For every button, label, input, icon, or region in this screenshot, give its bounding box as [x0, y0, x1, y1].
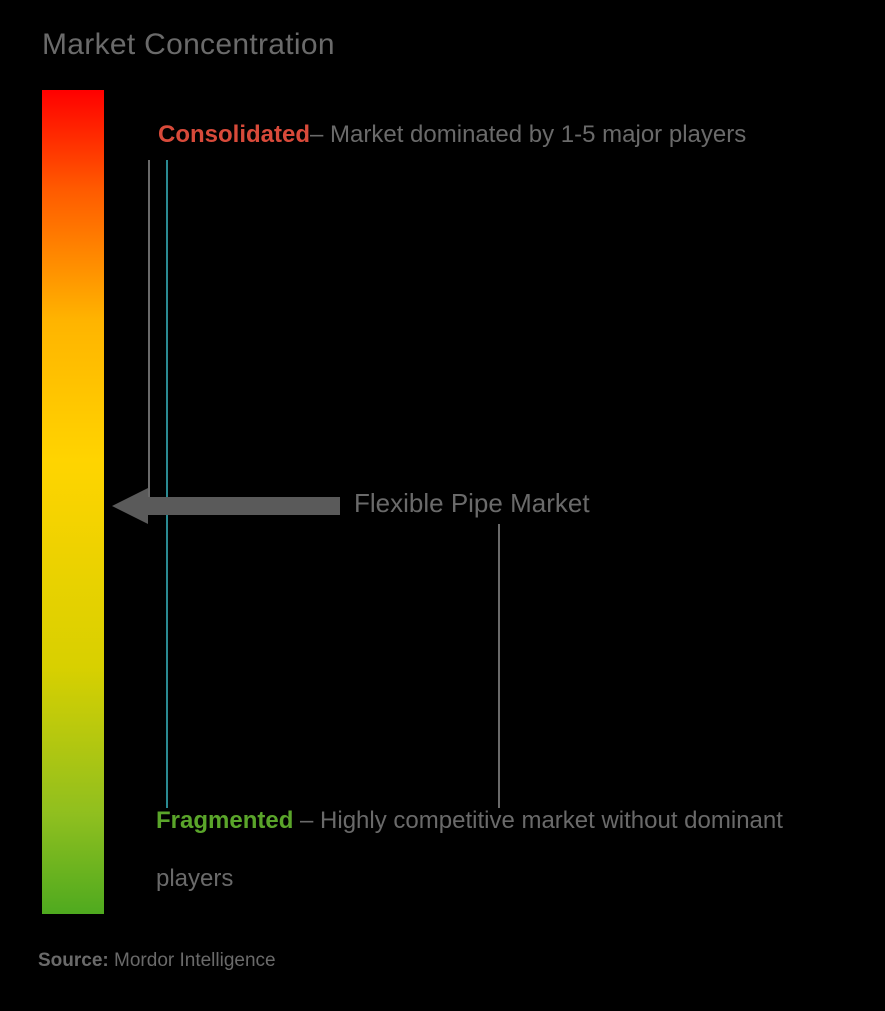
connector-line-gray-upper: [148, 160, 150, 500]
fragmented-keyword: Fragmented: [156, 807, 293, 834]
connector-line-teal: [166, 160, 168, 808]
concentration-gradient-bar: [42, 90, 104, 914]
source-label: Source:: [38, 950, 109, 971]
chart-title: Market Concentration: [42, 28, 335, 62]
consolidated-label: Consolidated– Market dominated by 1-5 ma…: [158, 106, 845, 164]
market-marker-label: Flexible Pipe Market: [354, 488, 590, 519]
marker-arrow-icon: [112, 488, 340, 524]
fragmented-label: Fragmented – Highly competitive market w…: [156, 792, 845, 907]
consolidated-description: – Market dominated by 1-5 major players: [310, 121, 746, 148]
consolidated-keyword: Consolidated: [158, 121, 310, 148]
source-value: Mordor Intelligence: [109, 950, 276, 971]
connector-line-gray-lower: [498, 524, 500, 808]
source-attribution: Source: Mordor Intelligence: [38, 950, 276, 972]
